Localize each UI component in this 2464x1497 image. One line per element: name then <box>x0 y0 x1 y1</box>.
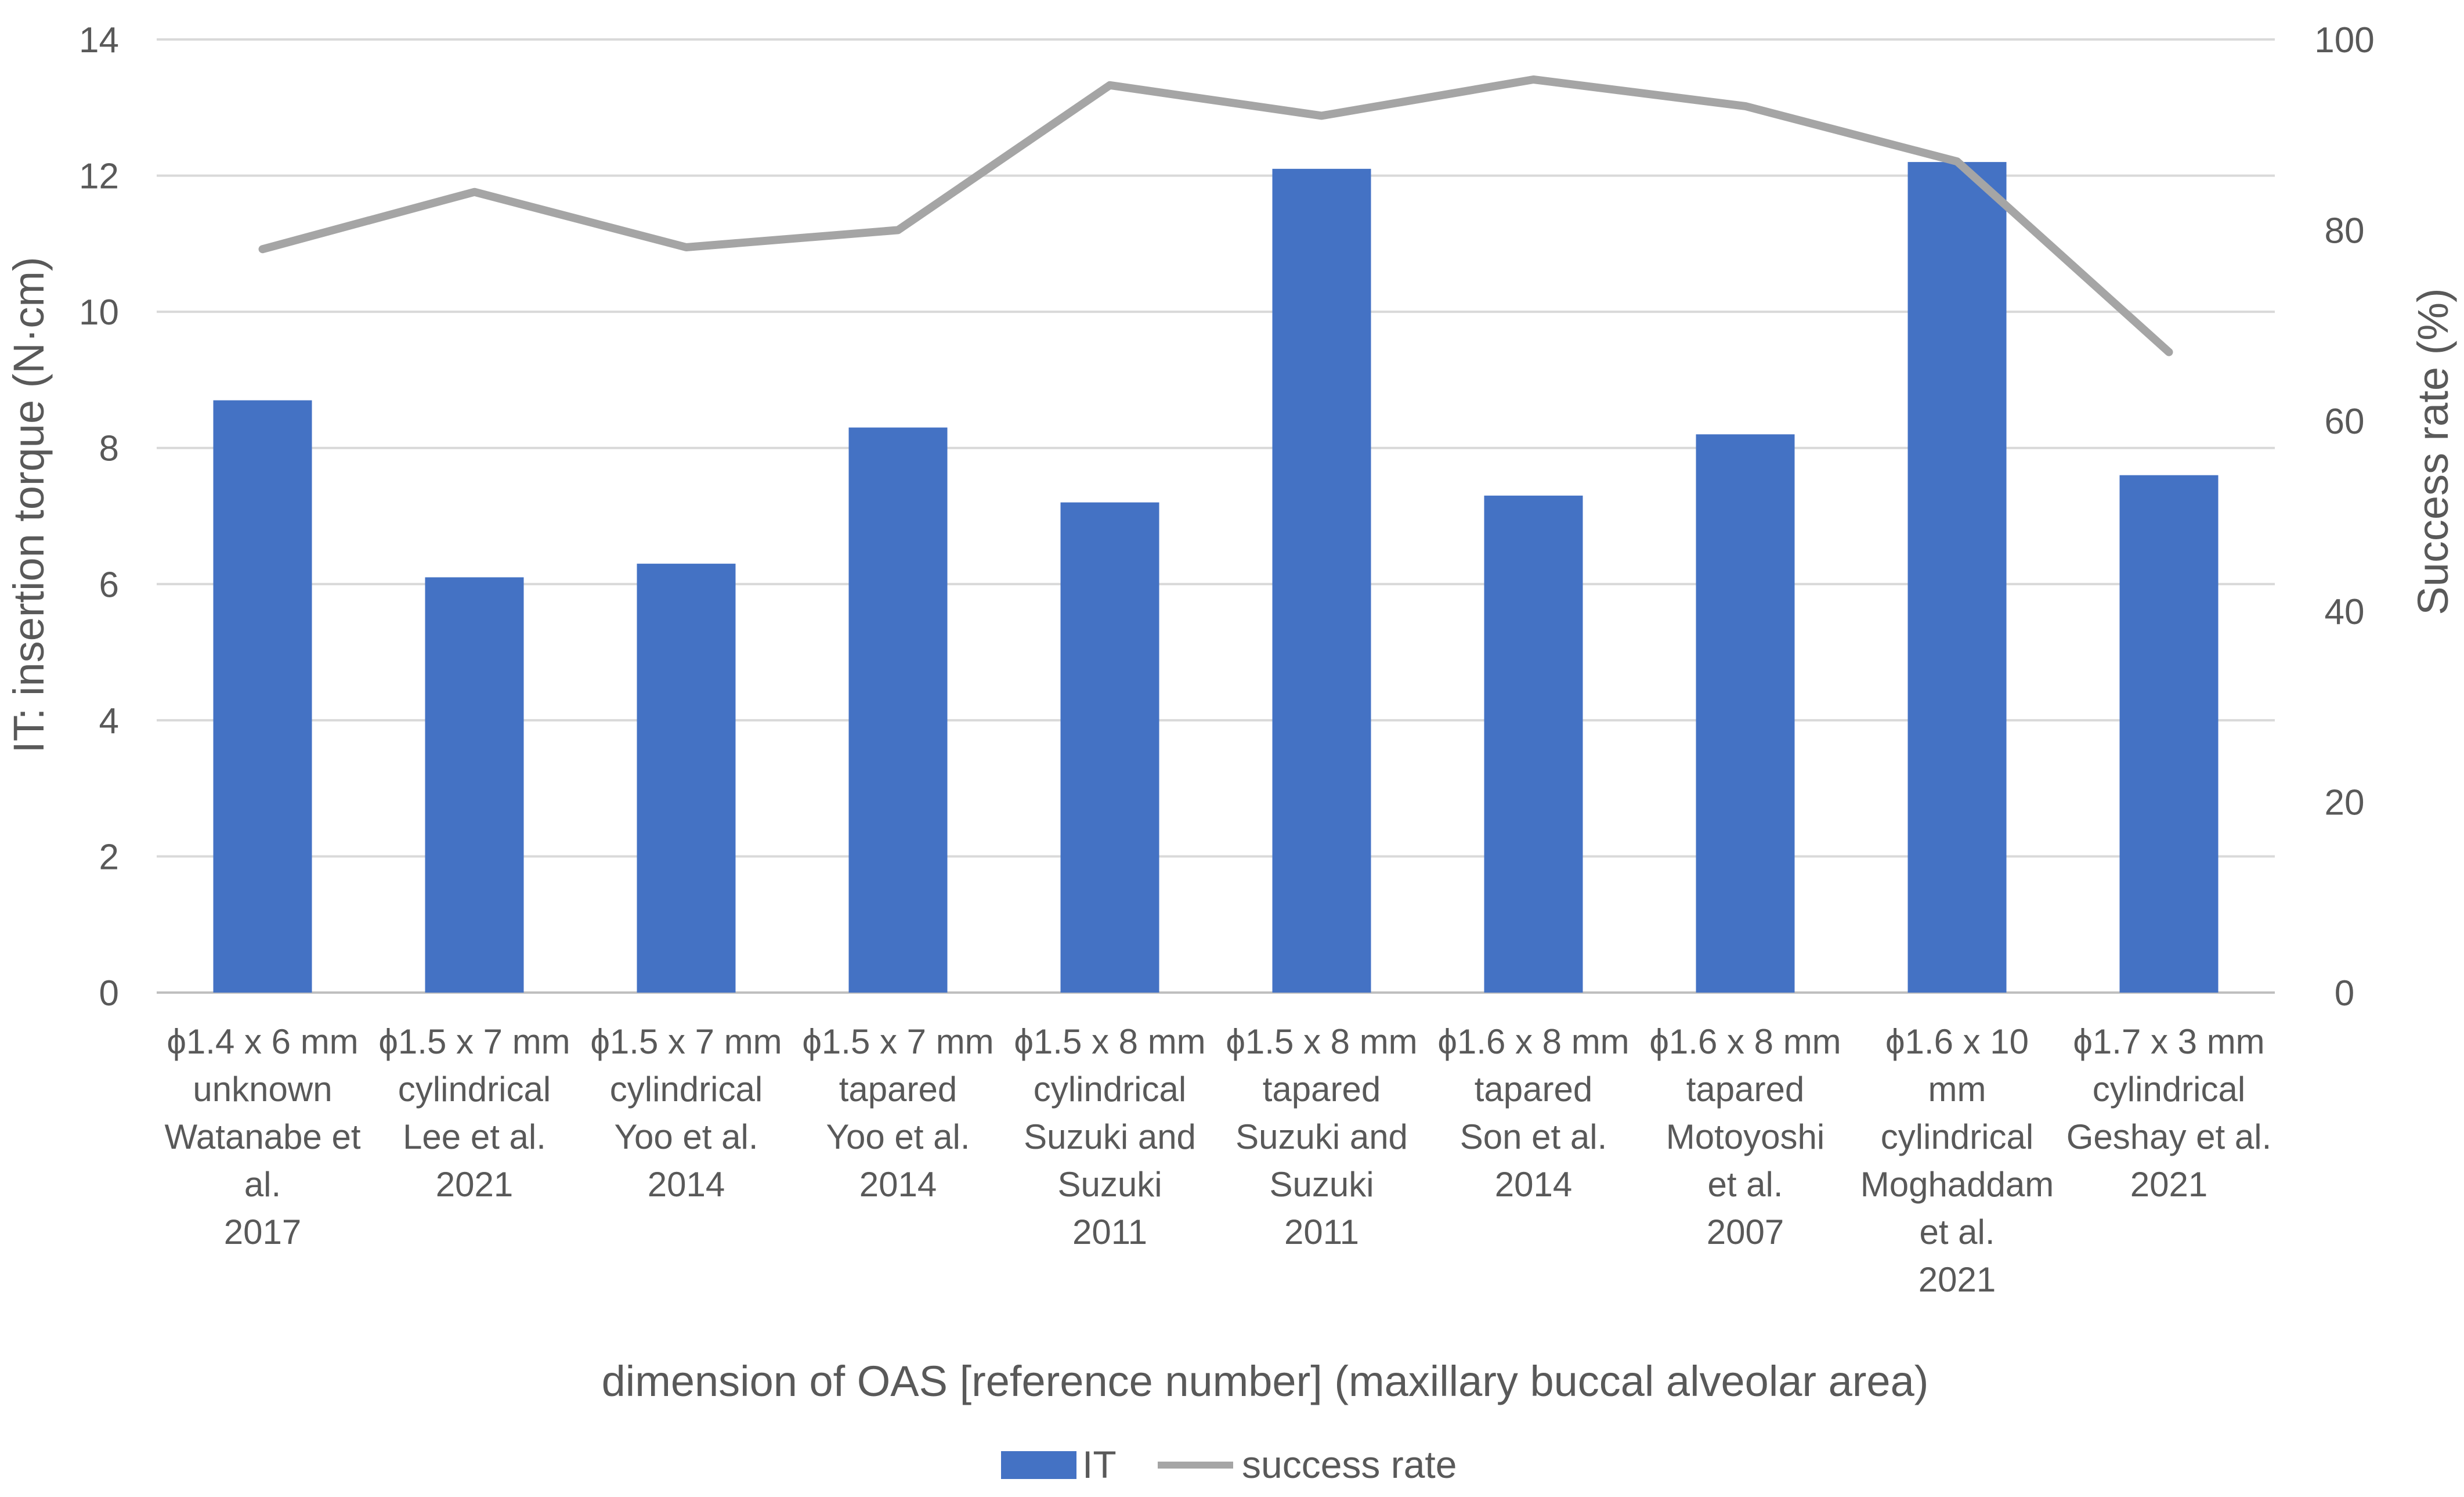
legend-label-success-rate: success rate <box>1242 1443 1457 1486</box>
legend-label-it: IT <box>1082 1443 1117 1486</box>
x-category-label: ϕ1.5 x 8 mm cylindrical Suzuki and Suzuki 20… <box>1014 1022 1205 1251</box>
y-tick-label: 0 <box>99 973 119 1013</box>
y2-tick-label: 20 <box>2325 783 2365 823</box>
bar-it <box>213 400 312 993</box>
y2-tick-label: 80 <box>2325 211 2365 251</box>
y2-tick-label: 60 <box>2325 402 2365 442</box>
y-tick-label: 4 <box>99 701 119 741</box>
y-tick-label: 8 <box>99 429 119 469</box>
bar-it <box>848 427 948 993</box>
y-tick-label: 14 <box>79 20 119 60</box>
y2-axis-title: Success rate (%) <box>2409 288 2457 615</box>
bar-series-it <box>213 162 2219 993</box>
bar-it <box>1696 434 1795 993</box>
bar-it <box>1484 495 1583 993</box>
x-category-label: ϕ1.6 x 8 mm tapared Motoyoshi et al. 2007 <box>1649 1022 1841 1251</box>
success-rate-line <box>258 75 2173 356</box>
bar-it <box>1060 502 1159 993</box>
left-axis-ticks: 0 2 4 6 8 10 12 14 <box>79 20 119 1013</box>
bar-it <box>1272 168 1371 993</box>
y-tick-label: 2 <box>99 837 119 877</box>
x-category-label: ϕ1.7 x 3 mm cylindrical Geshay et al. 2021 <box>2066 1022 2272 1204</box>
legend: IT success rate <box>1001 1443 1457 1486</box>
y2-tick-label: 0 <box>2335 973 2354 1013</box>
x-category-label: ϕ1.4 x 6 mm unknown Watanabe et al. 2017 <box>165 1022 361 1251</box>
x-category-label: ϕ1.5 x 7 mm cylindrical Lee et al. 2021 <box>378 1022 570 1204</box>
x-category-label: ϕ1.6 x 8 mm tapared Son et al. 2014 <box>1437 1022 1629 1204</box>
y2-tick-label: 40 <box>2325 592 2365 632</box>
x-axis-title: dimension of OAS [reference number] (max… <box>602 1357 1929 1405</box>
bar-it <box>1907 162 2007 993</box>
x-category-label: ϕ1.5 x 7 mm tapared Yoo et al. 2014 <box>802 1022 993 1204</box>
line-series-success-rate <box>258 75 2173 356</box>
x-category-label: ϕ1.5 x 8 mm tapared Suzuki and Suzuki 2011 <box>1226 1022 1417 1251</box>
category-labels: ϕ1.4 x 6 mm unknown Watanabe et al. 2017ϕ1.5… <box>165 1022 2272 1299</box>
y-tick-label: 10 <box>79 293 119 333</box>
bar-it <box>637 564 736 993</box>
bar-it <box>425 577 524 993</box>
legend-swatch-it <box>1001 1451 1076 1479</box>
y2-tick-label: 100 <box>2314 20 2374 60</box>
x-category-label: ϕ1.5 x 7 mm cylindrical Yoo et al. 2014 <box>590 1022 782 1204</box>
x-category-label: ϕ1.6 x 10 mm cylindrical Moghaddam et al. 202… <box>1860 1022 2054 1299</box>
bar-it <box>2119 475 2219 993</box>
y-tick-label: 6 <box>99 565 119 605</box>
right-axis-ticks: 0 20 40 60 80 100 <box>2314 20 2374 1013</box>
y-tick-label: 12 <box>79 157 119 197</box>
y-axis-title: IT: insertion torque (N·cm) <box>5 257 53 753</box>
